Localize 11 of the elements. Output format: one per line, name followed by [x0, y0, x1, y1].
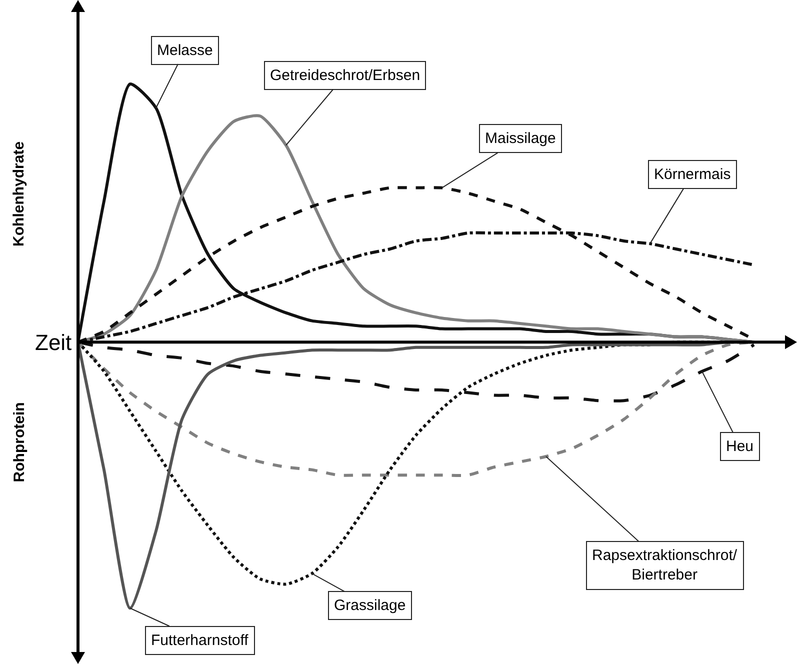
- text: Futterharnstoff: [151, 632, 250, 649]
- text: Maissilage: [485, 130, 556, 147]
- y-axis-title: Kohlenhydrate: [10, 141, 28, 246]
- text: Heu: [726, 438, 754, 455]
- text: Rohprotein: [10, 402, 28, 482]
- text: Grassilage: [334, 597, 406, 614]
- text: Melasse: [157, 42, 213, 59]
- text: Getreideschrot/Erbsen: [270, 67, 420, 84]
- text: Körnermais: [654, 166, 731, 183]
- x-axis-title: Zeit: [35, 330, 72, 355]
- text: Rapsextraktionschrot/Biertreber: [592, 547, 738, 584]
